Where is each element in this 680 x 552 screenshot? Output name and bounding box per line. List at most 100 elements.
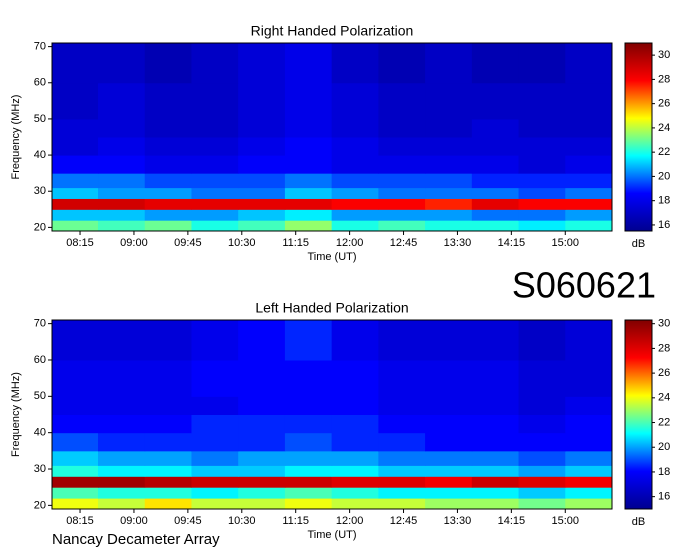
heat-cell [331,118,379,138]
heat-cell [378,82,426,120]
heat-cell [191,155,239,174]
heat-cell [331,173,379,189]
heat-cell [52,82,99,120]
heat-cell [565,320,613,361]
heat-cell [144,118,192,138]
heat-cell [98,450,146,466]
heat-cell [378,187,426,199]
heat-cell [518,476,566,488]
heat-cell [52,432,99,452]
heat-cell [191,118,239,138]
heat-cell [425,173,473,189]
heat-cell [425,414,473,434]
heat-cell [378,137,426,156]
colorbar-tick-label: 28 [658,73,670,85]
colorbar-label: dB [632,516,645,528]
colorbar-tick-label: 22 [658,416,670,428]
x-tick-label: 11:15 [282,237,309,249]
heat-cell [191,414,239,434]
heat-cell [238,82,286,120]
heat-cell [331,82,379,120]
heat-cell [98,43,146,84]
heat-cell [518,414,566,434]
heat-cell [52,414,99,434]
heat-cell [144,43,192,84]
heat-cell [425,432,473,452]
heat-cell [565,414,613,434]
heat-cell [425,450,473,466]
heat-cell [98,209,146,221]
y-axis-label: Frequency (MHz) [10,95,22,180]
heat-cell [191,320,239,361]
heat-cell [471,465,520,477]
heat-cell [238,209,286,221]
heat-cell [144,137,192,156]
heat-cell [52,359,99,397]
heat-cell [565,173,613,189]
heat-cell [471,487,520,499]
heat-cell [284,432,333,452]
heat-cell [52,476,99,488]
colorbar-tick-label: 26 [658,367,670,379]
heat-cell [565,465,613,477]
heat-cell [238,498,286,510]
heat-cell [471,432,520,452]
heat-cell [565,396,613,415]
heat-cell [518,359,566,397]
heat-cell [565,220,613,232]
heat-cell [144,155,192,174]
colorbar-tick-label: 16 [658,219,670,231]
heat-cell [284,498,333,510]
heat-cell [471,450,520,466]
heat-cell [284,220,333,232]
heat-cell [518,82,566,120]
heat-cell [52,465,99,477]
heat-cell [191,82,239,120]
heat-cell [284,187,333,199]
heat-cell [284,137,333,156]
heat-cell [98,414,146,434]
heat-cell [425,209,473,221]
heat-cell [52,450,99,466]
heat-cell [378,432,426,452]
heat-cell [331,498,379,510]
colorbar-tick-label: 24 [658,122,670,134]
heat-cell [565,187,613,199]
plot-frame [51,42,613,232]
heat-cell [238,118,286,138]
heat-cell [425,498,473,510]
heat-cell [331,137,379,156]
heat-cell [98,173,146,189]
heat-cell [565,155,613,174]
heat-cell [518,432,566,452]
heat-cell [98,82,146,120]
heat-cell [331,220,379,232]
heat-cell [98,432,146,452]
heat-cell [284,82,333,120]
colorbar-tick-label: 24 [658,392,670,404]
heat-cell [565,450,613,466]
heat-cell [331,414,379,434]
heat-cell [518,450,566,466]
heat-cell [144,359,192,397]
heat-cell [191,173,239,189]
heat-cell [331,432,379,452]
x-tick-label: 11:15 [282,515,309,527]
heat-cell [425,320,473,361]
heat-cell [98,137,146,156]
heat-cell [144,173,192,189]
y-tick-label: 30 [34,463,46,475]
x-tick-label: 13:30 [444,515,472,527]
heat-cell [565,137,613,156]
heat-cell [425,198,473,210]
x-tick-label: 09:45 [174,237,202,249]
y-tick-label: 70 [34,41,46,53]
heat-cell [565,487,613,499]
heat-cell [284,209,333,221]
heat-cell [518,209,566,221]
x-tick-label: 08:15 [66,237,94,249]
heat-cell [284,320,333,361]
heat-cell [378,465,426,477]
heat-cell [238,432,286,452]
colorbar-tick-label: 30 [658,318,670,330]
